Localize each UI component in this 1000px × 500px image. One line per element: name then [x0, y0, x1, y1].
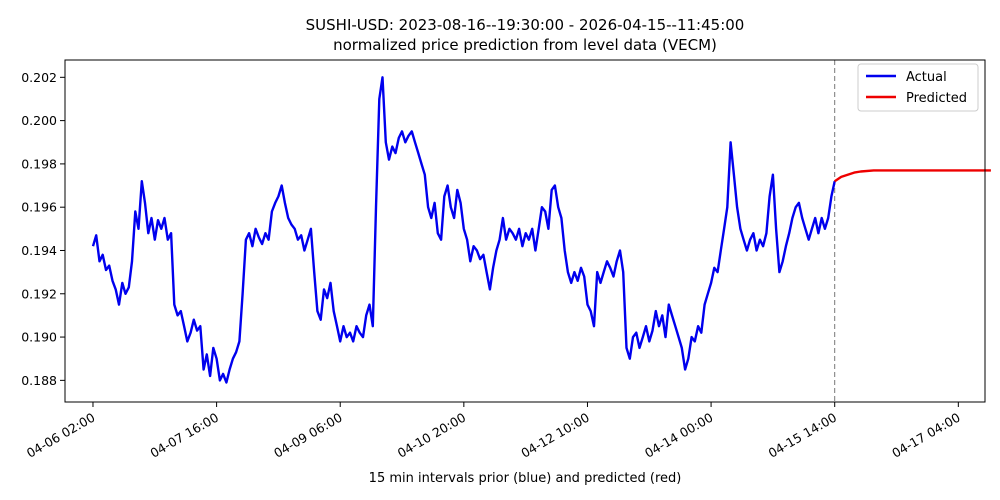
y-axis: 0.188 0.190 0.192 0.194 0.196 0.198 0.200 0.202	[21, 70, 65, 388]
x-tick-label: 04-10 20:00	[395, 410, 469, 461]
x-tick-label: 04-15 14:00	[766, 410, 840, 461]
x-axis-label: 15 min intervals prior (blue) and predic…	[369, 471, 682, 486]
legend: Actual Predicted	[857, 63, 979, 112]
legend-actual-label: Actual	[906, 70, 947, 85]
series-line-actual	[91, 76, 836, 384]
x-tick-label: 04-07 16:00	[147, 410, 221, 461]
y-tick-label: 0.196	[21, 200, 57, 215]
plot-frame	[64, 59, 986, 403]
legend-predicted-label: Predicted	[906, 91, 967, 106]
plot-lines	[91, 60, 991, 402]
x-tick-label: 04-12 10:00	[518, 410, 592, 461]
y-tick-label: 0.200	[21, 113, 57, 128]
x-axis: 04-06 02:00 04-07 16:00 04-09 06:00 04-10 2…	[24, 402, 963, 461]
y-tick-label: 0.192	[21, 286, 57, 301]
y-tick-label: 0.190	[21, 330, 57, 345]
series-line-predicted	[834, 169, 991, 183]
x-tick-label: 04-06 02:00	[24, 410, 98, 461]
y-tick-label: 0.194	[21, 243, 57, 258]
y-tick-label: 0.202	[21, 70, 57, 85]
y-tick-label: 0.198	[21, 156, 57, 171]
x-tick-label: 04-09 06:00	[271, 410, 345, 461]
chart-title: SUSHI-USD: 2023-08-16--19:30:00 - 2026-0…	[306, 16, 745, 34]
x-tick-label: 04-14 00:00	[642, 410, 716, 461]
x-tick-label: 04-17 04:00	[889, 410, 963, 461]
chart-subtitle: normalized price prediction from level d…	[333, 36, 717, 54]
y-tick-label: 0.188	[21, 373, 57, 388]
